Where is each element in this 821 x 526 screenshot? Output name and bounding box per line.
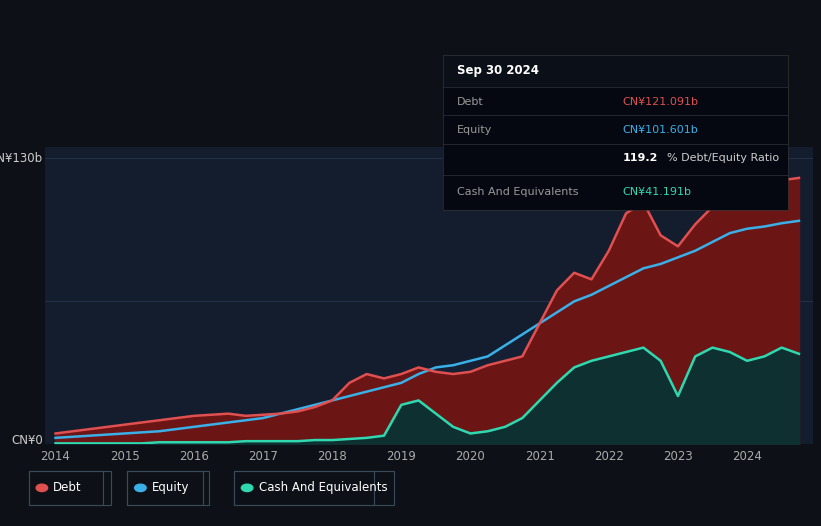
Text: CN¥101.601b: CN¥101.601b bbox=[622, 125, 699, 135]
Bar bbox=[443, 55, 788, 86]
Text: 119.2: 119.2 bbox=[622, 154, 658, 164]
Text: Debt: Debt bbox=[457, 97, 484, 107]
Text: Equity: Equity bbox=[152, 481, 190, 494]
Text: Sep 30 2024: Sep 30 2024 bbox=[457, 64, 539, 77]
Text: Equity: Equity bbox=[457, 125, 493, 135]
Text: Cash And Equivalents: Cash And Equivalents bbox=[259, 481, 388, 494]
Text: CN¥0: CN¥0 bbox=[11, 433, 43, 447]
Text: Cash And Equivalents: Cash And Equivalents bbox=[457, 187, 579, 197]
Text: CN¥130b: CN¥130b bbox=[0, 152, 43, 165]
Text: Debt: Debt bbox=[53, 481, 82, 494]
Text: CN¥121.091b: CN¥121.091b bbox=[622, 97, 699, 107]
Text: CN¥41.191b: CN¥41.191b bbox=[622, 187, 691, 197]
Text: % Debt/Equity Ratio: % Debt/Equity Ratio bbox=[667, 154, 780, 164]
